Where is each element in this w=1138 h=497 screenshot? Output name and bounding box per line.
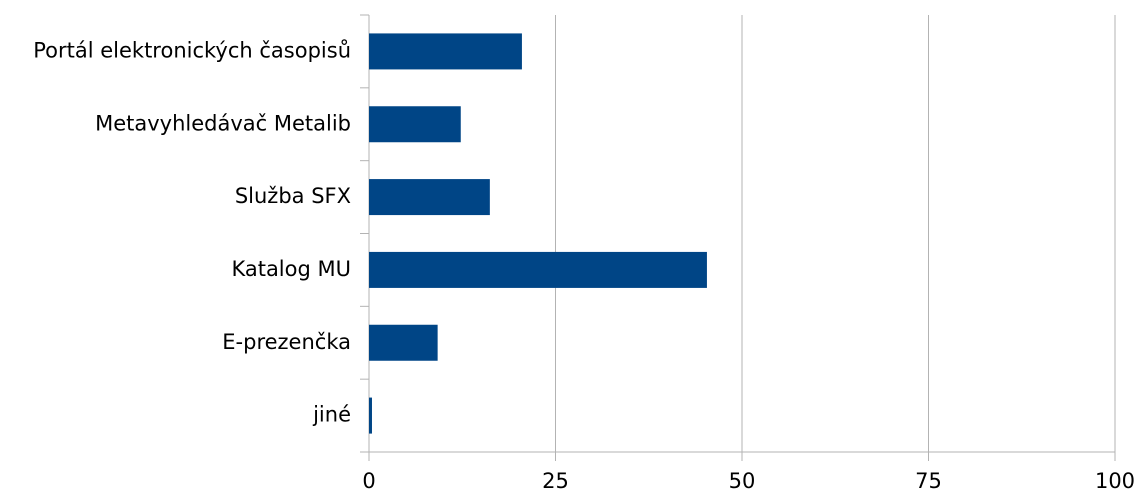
y-tick-label: Katalog MU	[231, 257, 351, 281]
bar	[369, 251, 707, 288]
bar	[369, 179, 490, 216]
bar	[369, 106, 461, 143]
y-tick-label: Portál elektronických časopisů	[33, 38, 351, 62]
x-tick-label: 75	[915, 469, 942, 493]
bar	[369, 33, 522, 70]
y-tick-label: jiné	[312, 403, 351, 427]
bar	[369, 324, 438, 361]
y-tick-label: Metavyhledávač Metalib	[95, 111, 351, 135]
x-tick-label: 100	[1095, 469, 1135, 493]
x-tick-label: 25	[542, 469, 569, 493]
x-tick-label: 0	[362, 469, 375, 493]
y-tick-label: E-prezenčka	[222, 330, 351, 354]
bar	[369, 397, 372, 434]
x-tick-label: 50	[729, 469, 756, 493]
y-tick-label: Služba SFX	[235, 184, 351, 208]
